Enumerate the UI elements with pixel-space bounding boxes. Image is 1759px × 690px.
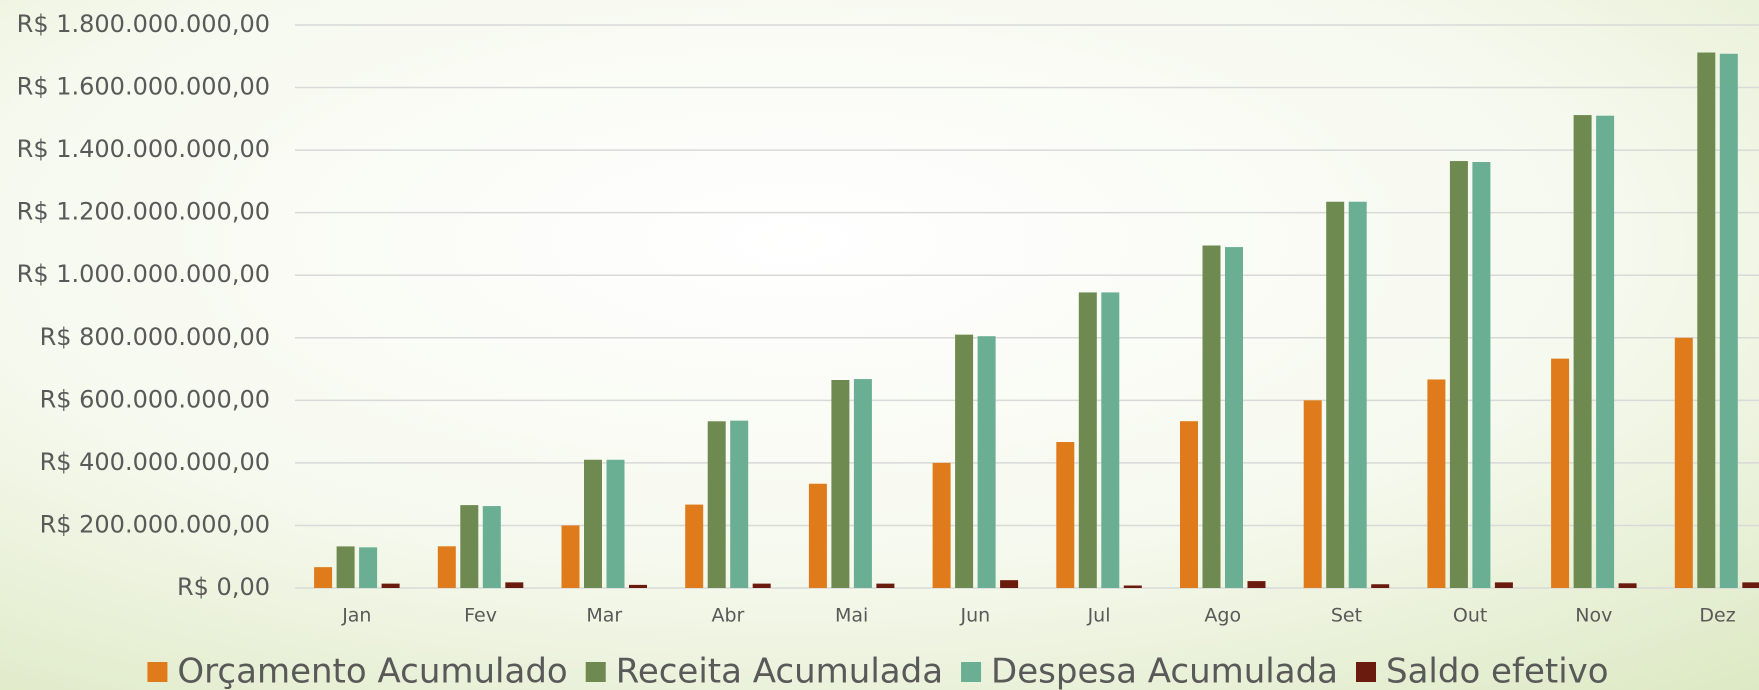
bar	[1618, 583, 1637, 588]
legend-swatch	[1356, 662, 1377, 682]
y-tick-label: R$ 600.000.000,00	[40, 385, 270, 413]
bar	[437, 546, 456, 588]
legend-label: Orçamento Acumulado	[177, 652, 567, 690]
x-tick-label: Jun	[960, 605, 991, 627]
bar	[1596, 115, 1615, 588]
x-tick-label: Dez	[1699, 605, 1735, 627]
x-tick-label: Out	[1453, 605, 1487, 627]
bar	[1573, 115, 1592, 588]
x-tick-label: Ago	[1204, 605, 1241, 627]
bar	[1078, 292, 1097, 588]
bar	[561, 525, 580, 588]
y-tick-label: R$ 400.000.000,00	[40, 448, 270, 476]
y-tick-label: R$ 1.400.000.000,00	[17, 135, 270, 163]
bar	[1348, 201, 1367, 588]
bar	[932, 462, 951, 588]
bar	[1551, 358, 1570, 588]
x-tick-label: Abr	[712, 605, 745, 627]
bar	[606, 459, 625, 588]
y-tick-label: R$ 1.200.000.000,00	[17, 198, 270, 226]
bar	[1742, 582, 1759, 588]
y-tick-label: R$ 800.000.000,00	[40, 323, 270, 351]
bar	[1326, 201, 1345, 588]
bar	[685, 504, 704, 588]
bar	[1427, 379, 1446, 588]
legend-swatch	[585, 662, 606, 682]
y-tick-label: R$ 200.000.000,00	[40, 510, 270, 538]
bar	[1449, 161, 1468, 588]
legend-label: Receita Acumulada	[616, 652, 943, 690]
bar	[584, 459, 602, 588]
bar	[1000, 580, 1019, 588]
bar	[1674, 337, 1693, 588]
bar	[1697, 52, 1716, 589]
bar	[1056, 442, 1075, 588]
bar	[505, 582, 524, 588]
bar	[752, 583, 771, 588]
x-tick-label: Jan	[341, 605, 371, 627]
bar	[977, 336, 996, 588]
x-tick-label: Nov	[1575, 605, 1612, 627]
bar	[482, 506, 501, 588]
bar	[359, 547, 378, 588]
y-tick-label: R$ 1.800.000.000,00	[17, 10, 270, 38]
bar	[831, 380, 850, 588]
bar	[876, 583, 895, 588]
bar	[1123, 585, 1142, 588]
bar	[1101, 292, 1120, 588]
x-tick-label: Jul	[1087, 605, 1111, 627]
x-tick-label: Mar	[586, 605, 622, 627]
bar	[1247, 581, 1266, 588]
legend-label: Saldo efetivo	[1386, 652, 1609, 690]
bar	[707, 421, 726, 588]
x-tick-label: Mai	[835, 605, 868, 627]
legend-swatch	[147, 662, 168, 682]
bar	[460, 505, 479, 588]
y-tick-label: R$ 1.600.000.000,00	[17, 73, 270, 101]
bar	[381, 583, 400, 588]
x-tick-label: Set	[1331, 605, 1362, 627]
bar	[1494, 582, 1513, 588]
bar	[629, 584, 647, 588]
x-tick-label: Fev	[464, 605, 497, 627]
bar	[1371, 584, 1390, 588]
legend-label: Despesa Acumulada	[991, 652, 1338, 690]
bar	[314, 567, 333, 588]
bar	[853, 379, 872, 588]
bar	[1472, 161, 1491, 588]
bar	[1180, 421, 1198, 588]
bar	[1719, 53, 1738, 588]
bar	[955, 334, 974, 588]
bar	[808, 483, 827, 588]
y-tick-label: R$ 0,00	[177, 573, 270, 601]
y-tick-label: R$ 1.000.000.000,00	[17, 260, 270, 288]
bar	[730, 420, 749, 588]
bar	[1202, 245, 1221, 588]
bar	[1225, 247, 1243, 589]
legend-swatch	[961, 662, 982, 682]
bar	[336, 546, 355, 588]
bar	[1303, 400, 1322, 588]
